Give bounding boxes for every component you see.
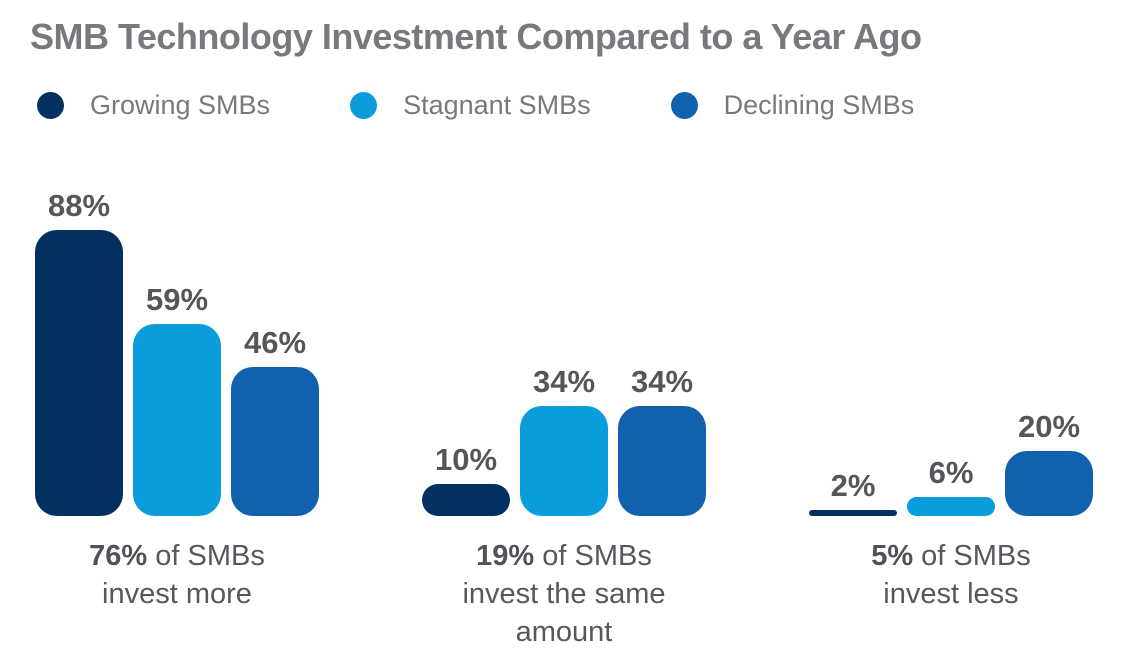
bar-value-label: 20%: [1017, 409, 1081, 444]
bar-col: 2%: [809, 184, 897, 516]
bar-value-label: 2%: [830, 467, 876, 503]
caption-percent: 76%: [89, 540, 148, 572]
caption-text: of SMBs: [913, 540, 1031, 572]
bar-col: 59%: [133, 184, 221, 516]
chart-title: SMB Technology Investment Compared to a …: [30, 16, 922, 57]
bar-stagnant-invest-less: [907, 496, 995, 516]
caption-percent: 19%: [476, 540, 535, 572]
caption-line: 5% of SMBs: [809, 537, 1093, 575]
caption-line: invest more: [102, 578, 252, 610]
bars-invest-more: 88% 59% 46%: [35, 184, 319, 516]
legend-label-stagnant-smbs: Stagnant SMBs: [403, 90, 591, 120]
bar-group-invest-less: 2% 6% 20% 5% of SMBs invest less: [809, 184, 1093, 613]
bars-invest-same: 10% 34% 34%: [422, 184, 706, 516]
bar-value-label: 88%: [47, 188, 111, 223]
caption-percent: 5%: [871, 540, 914, 572]
legend-item-growing-smbs: Growing SMBs: [37, 90, 270, 121]
bar-stagnant-invest-more: [133, 324, 221, 516]
legend-item-stagnant-smbs: Stagnant SMBs: [350, 90, 591, 121]
group-caption-invest-less: 5% of SMBs invest less: [809, 537, 1093, 613]
caption-line: 19% of SMBs: [422, 537, 706, 575]
caption-line: 76% of SMBs: [35, 537, 319, 575]
group-caption-invest-same: 19% of SMBs invest the same amount: [422, 537, 706, 651]
caption-text: of SMBs: [147, 540, 265, 572]
declining-smbs-dot-icon: [670, 92, 698, 119]
bar-declining-invest-less: [1005, 451, 1093, 516]
bar-col: 10%: [422, 184, 510, 516]
bar-value-label: 34%: [630, 363, 694, 399]
bar-growing-invest-same: [422, 483, 510, 516]
bar-col: 20%: [1005, 184, 1093, 516]
legend-label-growing-smbs: Growing SMBs: [90, 90, 271, 120]
bar-col: 88%: [35, 184, 123, 516]
bar-group-invest-same: 10% 34% 34% 19% of SMBs invest the same …: [422, 184, 706, 651]
bar-value-label: 34%: [532, 363, 596, 399]
bar-group-invest-more: 88% 59% 46% 76% of SMBs invest more: [35, 184, 319, 613]
bar-col: 6%: [907, 184, 995, 516]
bar-value-label: 6%: [928, 454, 974, 490]
caption-text: of SMBs: [534, 540, 652, 572]
bar-growing-invest-more: [35, 230, 123, 516]
caption-line: invest the same amount: [462, 578, 666, 648]
legend-item-declining-smbs: Declining SMBs: [670, 90, 915, 121]
bar-value-label: 46%: [243, 324, 307, 360]
bars-invest-less: 2% 6% 20%: [809, 184, 1093, 516]
bar-col: 34%: [520, 184, 608, 516]
bar-col: 46%: [231, 184, 319, 516]
bar-value-label: 59%: [145, 282, 209, 318]
bar-declining-invest-same: [618, 405, 706, 516]
legend: Growing SMBs Stagnant SMBs Declining SMB…: [37, 90, 914, 121]
bar-col: 34%: [618, 184, 706, 516]
bar-growing-invest-less: [809, 509, 897, 516]
legend-label-declining-smbs: Declining SMBs: [723, 90, 915, 120]
bar-chart: 88% 59% 46% 76% of SMBs invest more 10%: [35, 184, 1093, 651]
stagnant-smbs-dot-icon: [350, 92, 378, 119]
caption-line: invest less: [883, 578, 1019, 610]
bar-value-label: 10%: [434, 441, 498, 477]
bar-declining-invest-more: [231, 366, 319, 516]
group-caption-invest-more: 76% of SMBs invest more: [35, 537, 319, 613]
bar-stagnant-invest-same: [520, 405, 608, 516]
growing-smbs-dot-icon: [37, 92, 64, 119]
